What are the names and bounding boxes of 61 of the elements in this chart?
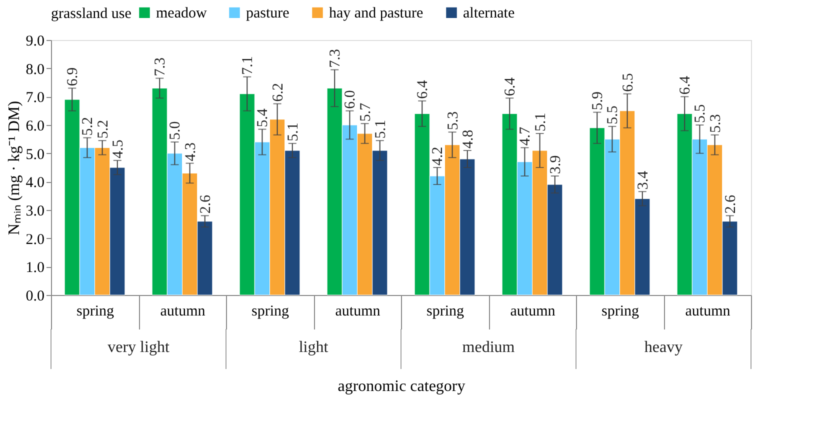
x-tick-label: spring xyxy=(76,304,114,320)
x-tick-label: spring xyxy=(426,304,464,320)
x-axis-title: agronomic category xyxy=(338,378,466,395)
data-label: 5.2 xyxy=(80,117,96,136)
text: light xyxy=(298,339,329,356)
legend-title: grassland use xyxy=(51,6,132,22)
data-label: 6.0 xyxy=(342,90,359,109)
x-tick-label: autumn xyxy=(510,304,556,320)
data-label: 5.5 xyxy=(605,106,622,124)
data-label: 4.7 xyxy=(518,126,534,146)
x-tick-label: spring xyxy=(252,304,290,320)
data-label: 2.6 xyxy=(722,194,739,214)
data-label: 5.2 xyxy=(95,120,112,139)
data-label: 2.6 xyxy=(198,194,214,214)
data-label: 6.4 xyxy=(678,75,694,95)
data-label: 5.1 xyxy=(532,112,549,132)
data-label: 5.0 xyxy=(168,121,184,140)
data-label: 7.3 xyxy=(328,49,344,68)
data-label: 5.1 xyxy=(372,120,389,139)
data-label: 5.9 xyxy=(590,92,606,110)
y-tick-label: 9.0 xyxy=(26,34,44,50)
data-label: 6.4 xyxy=(415,80,432,99)
data-label: 5.3 xyxy=(445,111,462,130)
data-label: 3.4 xyxy=(635,170,652,190)
x-tick-label: autumn xyxy=(685,304,731,320)
x-tick-label: autumn xyxy=(160,304,206,320)
x-tick-label: autumn xyxy=(335,304,381,320)
data-label: 7.3 xyxy=(152,58,169,76)
data-label: 7.1 xyxy=(240,56,256,75)
y-tick-label: 5.0 xyxy=(26,146,44,163)
y-tick-label: 0.0 xyxy=(26,288,44,304)
data-label: 4.3 xyxy=(182,142,199,162)
data-label: 6.2 xyxy=(270,83,286,102)
legend-label: pasture xyxy=(246,6,290,22)
legend-label: alternate xyxy=(463,6,515,22)
text: heavy xyxy=(644,339,683,356)
data-label: 5.1 xyxy=(285,122,302,142)
y-axis-title: Nₘᵢₙ (mg · kg⁻¹ DM) xyxy=(6,100,23,236)
data-label: 4.2 xyxy=(430,146,446,166)
data-label: 6.5 xyxy=(620,73,636,92)
y-tick-label: 8.0 xyxy=(26,62,44,78)
data-label: 6.4 xyxy=(502,76,519,96)
y-tick-label: 1.0 xyxy=(26,260,44,276)
data-label: 5.7 xyxy=(358,102,374,122)
x-tick-label: spring xyxy=(602,304,640,320)
data-label: 4.8 xyxy=(460,130,476,148)
data-label: 5.5 xyxy=(692,104,709,123)
data-label: 6.9 xyxy=(65,67,82,86)
legend-label: hay and pasture xyxy=(329,6,424,22)
y-tick-label: 6.0 xyxy=(26,118,44,134)
text: medium xyxy=(462,339,516,356)
y-tick-label: 2.0 xyxy=(26,232,44,248)
y-tick-label: 7.0 xyxy=(26,90,44,106)
data-label: 4.5 xyxy=(110,140,126,158)
y-tick-label: 3.0 xyxy=(26,204,44,220)
data-label: 5.4 xyxy=(255,108,272,128)
data-label: 5.3 xyxy=(708,114,724,133)
legend-label: meadow xyxy=(156,6,207,22)
y-tick-label: 4.0 xyxy=(26,175,44,192)
data-label: 3.9 xyxy=(548,155,564,174)
text: very light xyxy=(108,339,170,356)
